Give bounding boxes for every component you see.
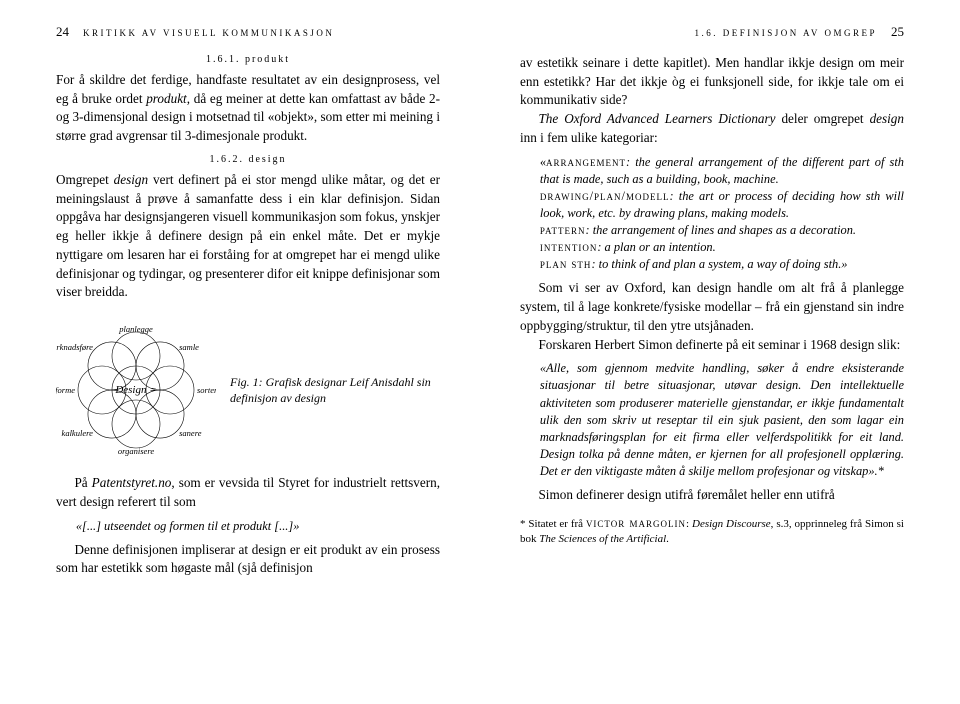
para-produkt: For å skildre det ferdige, handfaste res… bbox=[56, 71, 440, 146]
page-num-left: 24 bbox=[56, 24, 69, 40]
svg-text:organisere: organisere bbox=[118, 446, 154, 456]
running-text-left: kritikk av visuell kommunikasjon bbox=[83, 28, 334, 38]
svg-text:forme: forme bbox=[56, 385, 75, 395]
figure-1-caption: Fig. 1: Grafisk designar Leif Anisdahl s… bbox=[230, 374, 440, 406]
quote-patentstyret: «[...] utseendet og formen til et produk… bbox=[76, 518, 440, 535]
page-left: 24 kritikk av visuell kommunikasjon 1.6.… bbox=[0, 0, 480, 704]
svg-text:samle: samle bbox=[179, 342, 199, 352]
subhead-1-6-2: 1.6.2. design bbox=[56, 154, 440, 165]
design-flower-diagram: Design = planlegge samle sortere sanere organ… bbox=[56, 310, 216, 470]
spread: 24 kritikk av visuell kommunikasjon 1.6.… bbox=[0, 0, 960, 704]
para-design: Omgrepet design vert definert på ei stor… bbox=[56, 171, 440, 302]
running-head-right: 1.6. definisjon av omgrep 25 bbox=[520, 24, 904, 40]
svg-text:sortere: sortere bbox=[197, 385, 216, 395]
svg-text:sanere: sanere bbox=[179, 428, 202, 438]
figure-1-row: Design = planlegge samle sortere sanere organ… bbox=[56, 310, 440, 470]
svg-text:planlegge: planlegge bbox=[118, 324, 153, 334]
para-simon-summary: Simon definerer design utifrå føremålet … bbox=[520, 486, 904, 505]
oxford-definitions: «arrangement: the general arrangement of… bbox=[540, 154, 904, 274]
para-patentstyret: På Patentstyret.no, som er vevsida til S… bbox=[56, 474, 440, 511]
svg-text:marknadsføre: marknadsføre bbox=[56, 342, 93, 352]
running-text-right: 1.6. definisjon av omgrep bbox=[695, 28, 877, 38]
subhead-1-6-1: 1.6.1. produkt bbox=[56, 54, 440, 65]
page-right: 1.6. definisjon av omgrep 25 av estetikk… bbox=[480, 0, 960, 704]
quote-simon: «Alle, som gjennom medvite handling, søk… bbox=[540, 360, 904, 480]
svg-text:Design =: Design = bbox=[114, 384, 156, 396]
footnote-margolin: * Sitatet er frå victor margolin: Design… bbox=[520, 515, 904, 547]
svg-text:kalkulere: kalkulere bbox=[62, 428, 94, 438]
para-estetikk: av estetikk seinare i dette kapitlet). M… bbox=[520, 54, 904, 148]
running-head-left: 24 kritikk av visuell kommunikasjon bbox=[56, 24, 440, 40]
para-oxford-summary: Som vi ser av Oxford, kan design handle … bbox=[520, 279, 904, 354]
para-implikasjon: Denne definisjonen impliserar at design … bbox=[56, 541, 440, 578]
page-num-right: 25 bbox=[891, 24, 904, 40]
